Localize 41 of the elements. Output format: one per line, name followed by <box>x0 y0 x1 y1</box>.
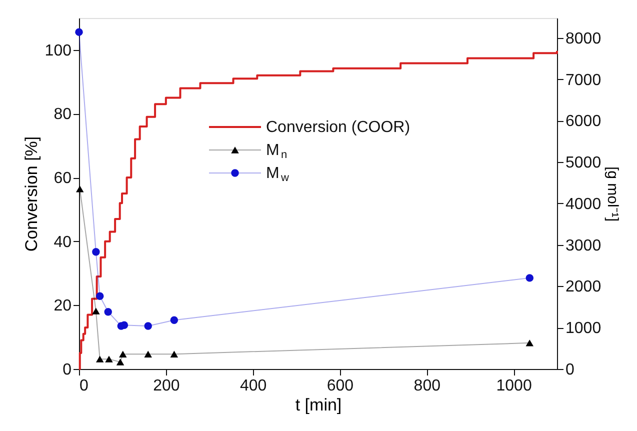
y2-tick-label: 8000 <box>566 30 602 48</box>
point <box>96 356 104 362</box>
x-tick-label: 200 <box>153 378 180 394</box>
x-axis-title: t [min] <box>295 396 342 414</box>
y-tick-label: 80 <box>54 106 72 124</box>
point <box>105 356 113 362</box>
y2-tick-label: 6000 <box>566 113 602 130</box>
point <box>96 292 104 300</box>
point <box>92 248 100 256</box>
y-tick-label: 100 <box>44 42 72 60</box>
y-tick-label: 60 <box>54 170 72 188</box>
y2-tick-label: 3000 <box>566 237 602 254</box>
point <box>76 186 84 192</box>
x-tick-label: 400 <box>240 378 267 394</box>
point <box>75 28 83 36</box>
y-tick-label: 40 <box>54 234 72 251</box>
point <box>104 308 112 316</box>
point <box>116 358 124 366</box>
point <box>526 274 534 282</box>
y2-tick-label: 4000 <box>566 196 602 213</box>
y2-tick-label: 1000 <box>566 320 602 338</box>
x-tick-label: 600 <box>326 378 354 394</box>
point <box>170 316 178 324</box>
y2-tick-label: 5000 <box>566 154 602 172</box>
y2-tick-label: 7000 <box>566 72 602 89</box>
point <box>144 322 152 330</box>
point <box>526 340 534 346</box>
legend-label: Conversion (COOR) <box>266 119 410 136</box>
point <box>92 308 100 314</box>
y-tick-label: 0 <box>62 362 72 378</box>
y2-tick-label: 0 <box>566 362 574 378</box>
y-axis-title: Conversion [%] <box>22 136 41 252</box>
point <box>170 350 178 358</box>
x-tick-label: 1000 <box>496 378 532 394</box>
y2-tick-label: 2000 <box>566 278 602 296</box>
x-tick-label: 800 <box>414 378 441 394</box>
y-tick-label: 20 <box>54 298 72 315</box>
point <box>144 350 152 358</box>
x-tick-label: 0 <box>80 378 88 394</box>
point <box>119 350 127 358</box>
y2-axis-title: [g mol⁻¹] <box>604 166 622 222</box>
